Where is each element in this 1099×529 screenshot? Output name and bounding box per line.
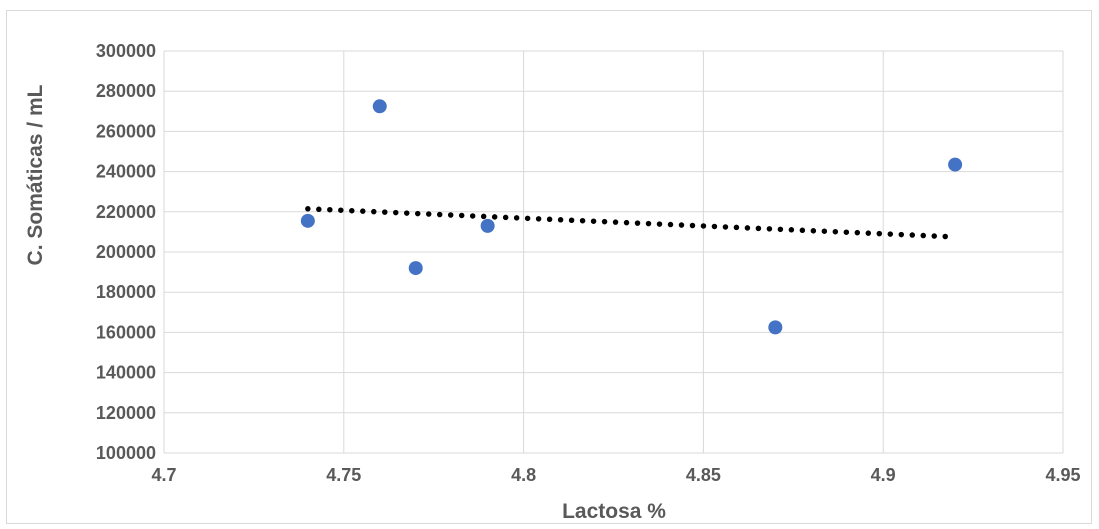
x-tick-label: 4.8 — [511, 465, 536, 485]
x-tick-label: 4.75 — [326, 465, 361, 485]
y-axis-title: C. Somáticas / mL — [24, 84, 47, 265]
x-tick-label: 4.7 — [151, 465, 176, 485]
data-points — [300, 99, 963, 335]
x-tick-label: 4.85 — [686, 465, 721, 485]
y-tick-label: 180000 — [96, 282, 156, 302]
y-tick-label: 100000 — [96, 443, 156, 463]
x-tick-label: 4.95 — [1045, 465, 1080, 485]
data-point — [408, 261, 423, 276]
y-tick-label: 300000 — [96, 41, 156, 61]
grid-lines — [163, 50, 1064, 454]
trendline — [305, 206, 958, 240]
y-tick-label: 140000 — [96, 363, 156, 383]
y-tick-label: 260000 — [96, 121, 156, 141]
y-tick-label: 160000 — [96, 322, 156, 342]
y-tick-label: 120000 — [96, 403, 156, 423]
data-point — [300, 213, 315, 228]
data-point — [480, 218, 495, 233]
trendline-line — [305, 206, 958, 240]
y-tick-label: 240000 — [96, 162, 156, 182]
x-axis-title: Lactosa % — [562, 500, 666, 523]
x-tick-label: 4.9 — [871, 465, 896, 485]
x-axis-tick-labels: 4.7 4.75 4.8 4.85 4.9 4.95 — [151, 465, 1080, 485]
data-point — [768, 320, 783, 335]
y-tick-label: 280000 — [96, 81, 156, 101]
chart-frame — [6, 10, 1092, 524]
data-point — [948, 157, 963, 172]
y-tick-label: 220000 — [96, 202, 156, 222]
y-tick-label: 200000 — [96, 242, 156, 262]
data-point — [372, 99, 387, 114]
y-axis-tick-labels: 100000 120000 140000 160000 180000 200000 2200… — [96, 41, 156, 463]
